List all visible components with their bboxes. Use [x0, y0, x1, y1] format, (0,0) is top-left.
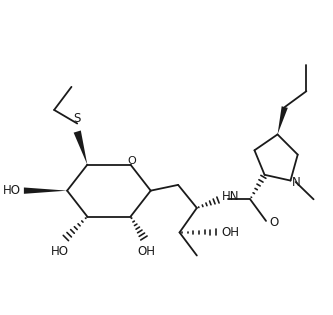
Polygon shape: [74, 130, 87, 165]
Text: O: O: [269, 216, 279, 229]
Polygon shape: [277, 106, 288, 135]
Text: O: O: [128, 156, 136, 166]
Polygon shape: [24, 187, 67, 194]
Text: N: N: [292, 175, 301, 188]
Text: HO: HO: [51, 245, 69, 258]
Text: HN: HN: [222, 191, 240, 203]
Text: HO: HO: [3, 184, 21, 197]
Text: OH: OH: [221, 226, 239, 239]
Text: OH: OH: [138, 245, 156, 258]
Text: S: S: [74, 112, 81, 125]
